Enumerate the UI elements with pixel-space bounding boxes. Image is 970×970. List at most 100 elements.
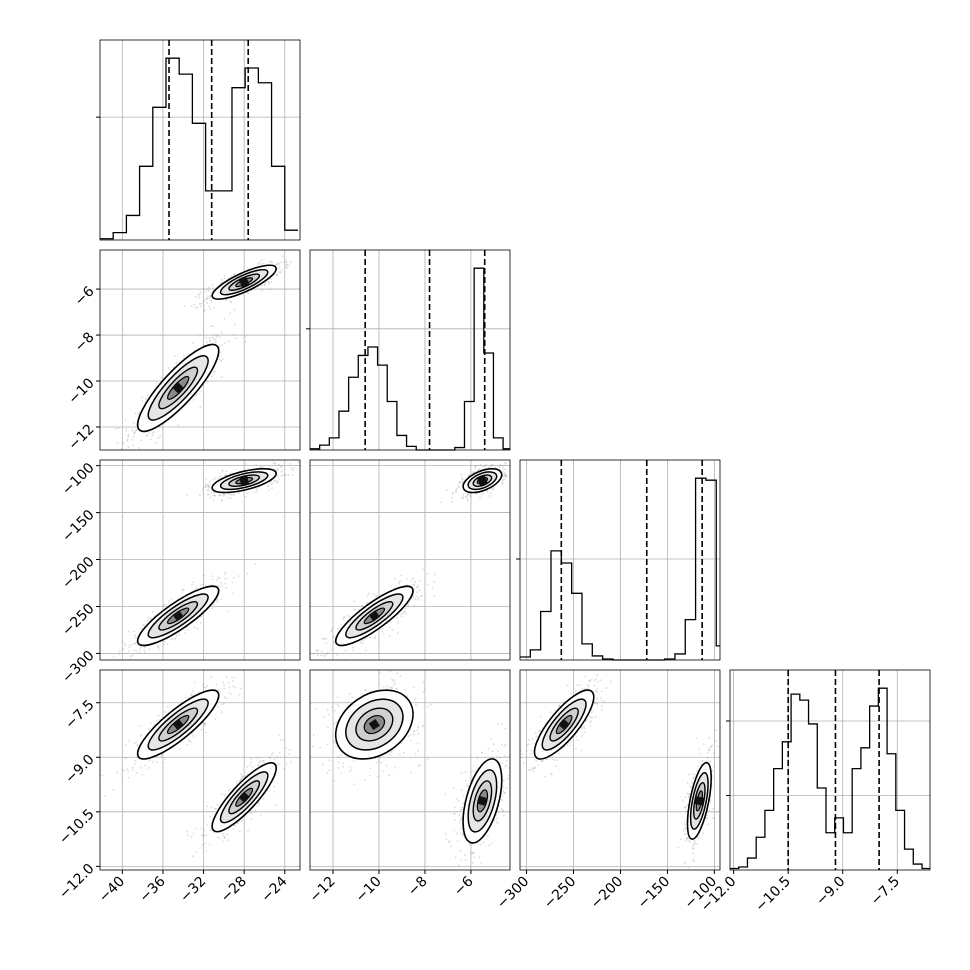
sample-point	[100, 774, 102, 777]
sample-point	[127, 434, 130, 436]
sample-point	[494, 466, 497, 469]
sample-point	[207, 290, 210, 292]
sample-point	[208, 843, 211, 846]
sample-point	[352, 646, 354, 649]
sample-point	[125, 430, 128, 433]
sample-point	[204, 722, 207, 725]
sample-point	[224, 582, 227, 585]
sample-point	[177, 424, 180, 427]
sample-point	[359, 641, 362, 644]
sample-point	[218, 577, 221, 579]
sample-point	[490, 737, 493, 740]
density-peak	[172, 382, 184, 394]
sample-point	[399, 579, 402, 582]
sample-point	[320, 638, 323, 641]
sample-point	[148, 648, 151, 651]
sample-point	[146, 394, 149, 397]
sample-point	[457, 484, 460, 487]
sample-point	[505, 462, 507, 465]
sample-point	[227, 340, 230, 343]
sample-point	[143, 649, 146, 652]
sample-point	[190, 305, 193, 308]
sample-point	[203, 288, 206, 290]
sample-point	[211, 578, 214, 581]
sample-point	[182, 589, 185, 592]
sample-point	[459, 849, 462, 852]
panel-background	[730, 670, 930, 870]
sample-point	[321, 650, 323, 653]
sample-point	[123, 642, 126, 645]
sample-point	[213, 307, 216, 310]
sample-point	[232, 592, 235, 595]
sample-point	[121, 768, 123, 771]
sample-point	[124, 644, 127, 647]
sample-point	[277, 762, 280, 765]
sample-point	[233, 686, 236, 689]
sample-point	[172, 638, 174, 641]
sample-point	[288, 749, 291, 751]
sample-point	[145, 398, 147, 400]
sample-point	[258, 761, 261, 764]
sample-point	[191, 581, 194, 584]
sample-point	[241, 777, 244, 780]
sample-point	[196, 627, 199, 630]
sample-point	[206, 297, 209, 300]
sample-point	[227, 789, 230, 792]
sample-point	[286, 267, 288, 269]
sample-point	[422, 681, 425, 684]
sample-point	[419, 764, 422, 767]
sample-point	[210, 806, 213, 809]
sample-point	[259, 814, 262, 817]
sample-point	[209, 496, 212, 499]
sample-point	[341, 662, 343, 664]
sample-point	[225, 298, 227, 301]
sample-point	[204, 731, 207, 734]
sample-point	[325, 653, 328, 656]
sample-point	[218, 345, 221, 347]
sample-point	[203, 299, 206, 302]
sample-point	[285, 266, 287, 269]
sample-point	[461, 497, 464, 500]
panel-frame	[99, 39, 301, 241]
sample-point	[274, 479, 277, 482]
sample-point	[197, 293, 200, 296]
sample-point	[128, 668, 130, 670]
sample-point	[369, 767, 372, 770]
sample-point	[213, 494, 216, 497]
sample-point	[199, 305, 202, 308]
sample-point	[247, 292, 250, 295]
sample-point	[349, 765, 352, 768]
sample-point	[120, 640, 123, 643]
panel-frame	[99, 249, 301, 451]
sample-point	[385, 764, 388, 767]
sample-point	[228, 496, 231, 499]
sample-point	[263, 284, 266, 286]
sample-point	[459, 480, 462, 483]
sample-point	[214, 717, 217, 720]
sample-point	[162, 761, 164, 764]
sample-point	[164, 757, 167, 760]
sample-point	[211, 283, 214, 286]
sample-point	[193, 681, 196, 684]
sample-point	[260, 284, 263, 287]
sample-point	[203, 686, 205, 689]
sample-point	[374, 635, 377, 638]
sample-point	[461, 808, 463, 811]
sample-point	[421, 725, 424, 728]
sample-point	[503, 478, 506, 481]
sample-point	[430, 703, 432, 706]
sample-point	[183, 304, 186, 307]
sample-point	[335, 721, 338, 724]
sample-point	[183, 354, 185, 357]
sample-point	[140, 646, 142, 649]
sample-point	[330, 706, 333, 709]
sample-point	[466, 494, 469, 497]
sample-point	[220, 375, 223, 378]
sample-point	[505, 475, 508, 478]
sample-point	[233, 824, 236, 827]
sample-point	[257, 764, 259, 766]
sample-point	[417, 765, 420, 768]
sample-point	[300, 249, 302, 251]
sample-point	[133, 642, 136, 645]
